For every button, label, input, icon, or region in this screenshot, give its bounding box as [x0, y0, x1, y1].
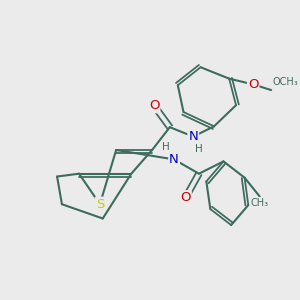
Text: S: S — [96, 198, 104, 211]
Text: OCH₃: OCH₃ — [273, 76, 298, 86]
Text: H: H — [195, 144, 203, 154]
Text: H: H — [162, 142, 170, 152]
Text: O: O — [248, 78, 258, 91]
Text: N: N — [169, 153, 179, 166]
Text: O: O — [149, 99, 159, 112]
Text: N: N — [188, 130, 198, 143]
Text: O: O — [180, 191, 191, 204]
Text: CH₃: CH₃ — [250, 198, 269, 208]
